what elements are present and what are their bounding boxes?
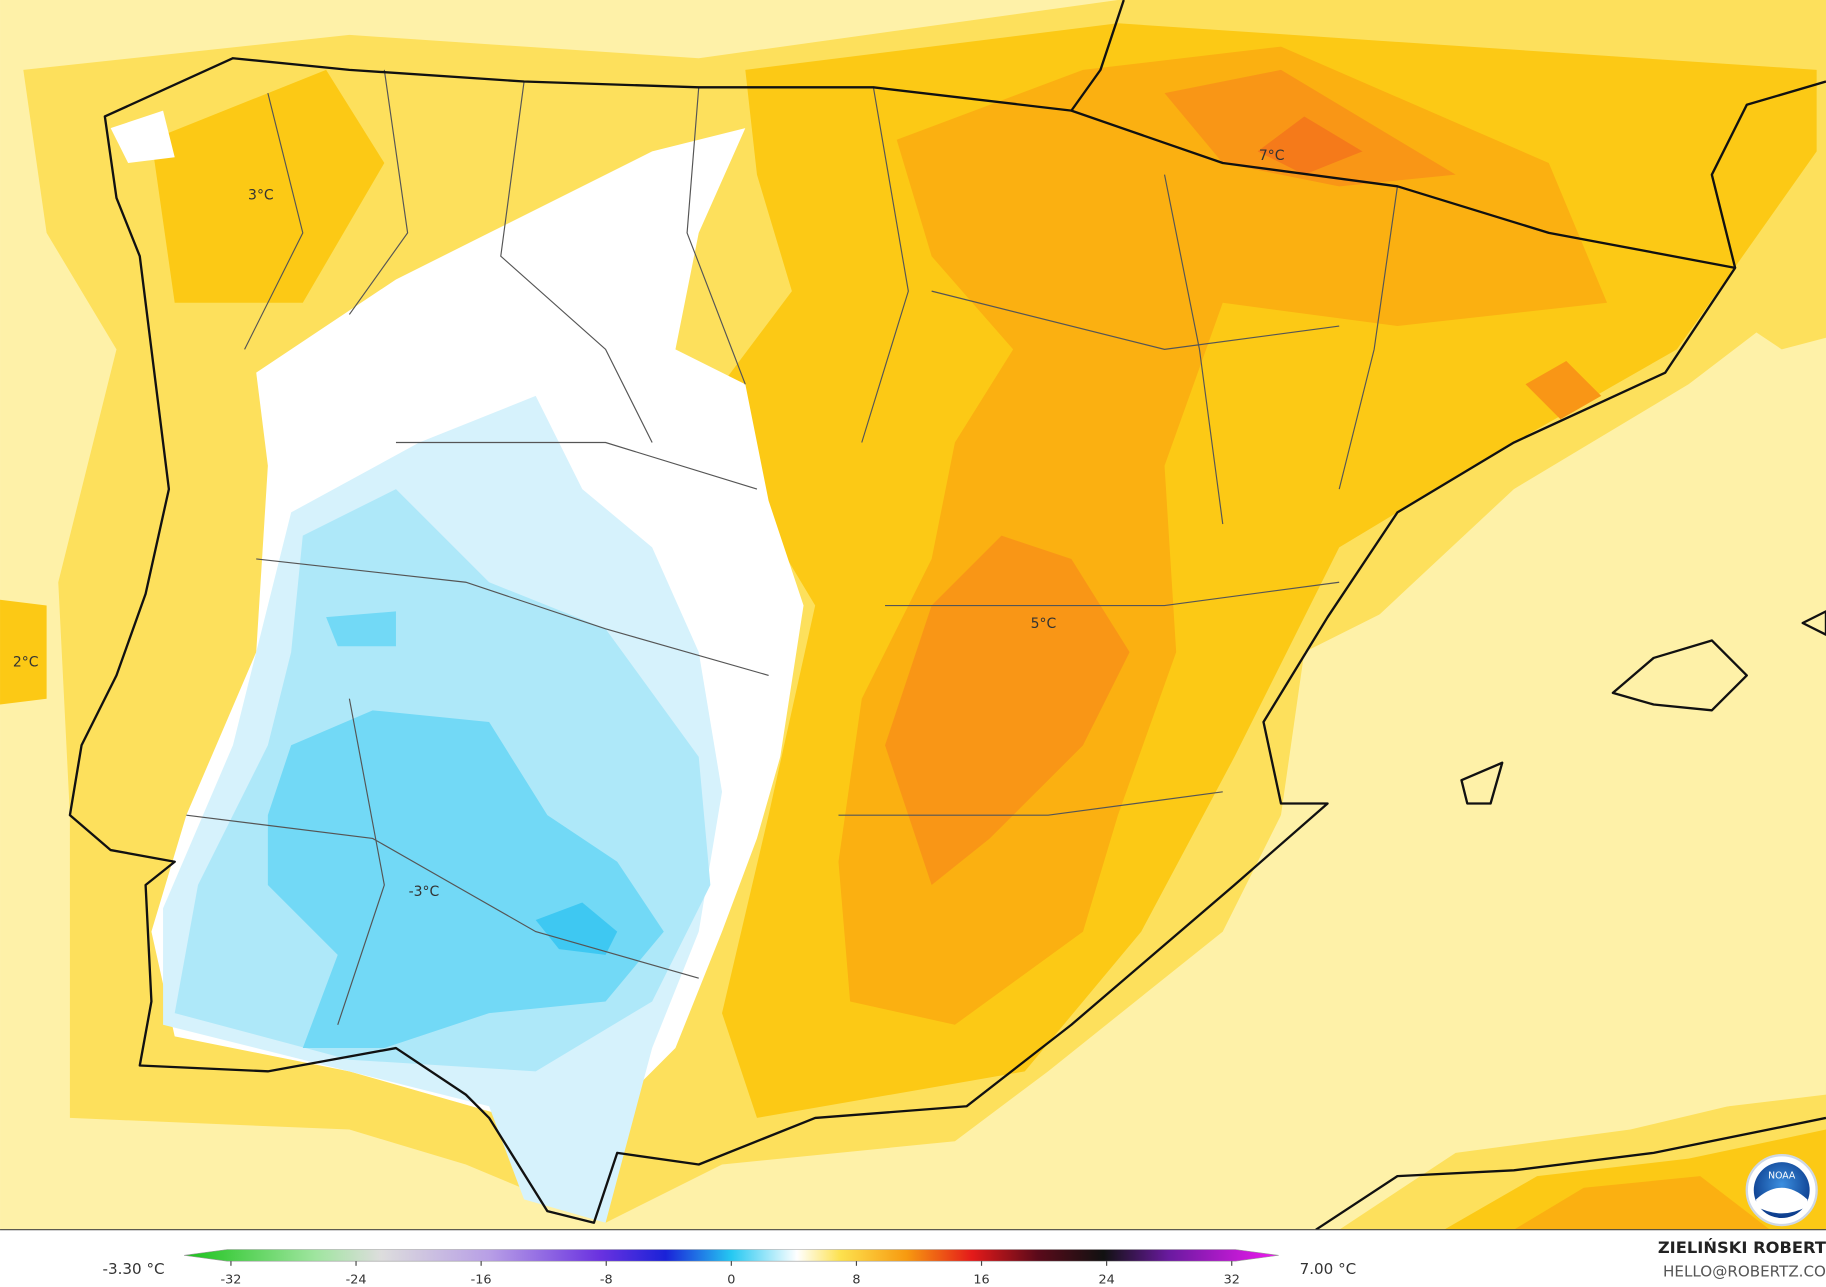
temperature-field-shape <box>1234 558 1826 1118</box>
map-label: 7°C <box>1259 148 1285 164</box>
temperature-field-shape <box>1513 1176 1771 1230</box>
temperature-field-shape <box>1257 116 1363 175</box>
credit-author: ZIELIŃSKI ROBERT <box>1658 1238 1826 1257</box>
colorbar-tick-label: -16 <box>471 1272 492 1287</box>
colorbar-tick-label: 24 <box>1098 1272 1114 1287</box>
logo-text: NOAA <box>1768 1170 1796 1181</box>
coastline-shape <box>68 57 1737 1224</box>
min-label: -3.30 °C <box>103 1260 165 1278</box>
colorbar-tick-label: -32 <box>220 1272 241 1287</box>
logo-shape <box>1756 1187 1808 1214</box>
map-label: 2°C <box>13 655 39 671</box>
colorbar-tick-label: 8 <box>852 1272 860 1287</box>
temperature-field-shape <box>151 69 385 303</box>
temperature-field-shape <box>110 110 175 164</box>
logo: NOAA <box>1745 1154 1818 1227</box>
borders-shape <box>186 69 1399 1025</box>
temperature-field-shape <box>885 535 1130 886</box>
max-label: 7.00 °C <box>1300 1260 1357 1278</box>
temperature-field-shape <box>0 599 47 705</box>
colorbar-tick-label: -24 <box>346 1272 367 1287</box>
colorbar-shape <box>183 1249 1279 1262</box>
coastline-shape <box>1070 0 1826 1231</box>
map-label: 3°C <box>248 188 274 204</box>
colorbar: -3.30 °C 7.00 °C -32 -24 -16 -8 0 8 16 24 32 <box>103 1249 1357 1287</box>
colorbar-tick-label: 0 <box>727 1272 735 1287</box>
temperature-field-shape <box>535 902 618 955</box>
borders <box>186 69 1399 1025</box>
map-label: 5°C <box>1031 616 1057 632</box>
coastline <box>68 0 1826 1231</box>
colorbar-tick-label: 16 <box>973 1272 989 1287</box>
map-label: -3°C <box>409 884 440 900</box>
temperature-field-shape <box>326 611 396 647</box>
map-labels: 3°C 2°C 7°C 5°C -3°C <box>13 148 1285 900</box>
temperature-field-shape <box>1711 139 1826 350</box>
temperature-field-shape <box>1525 360 1602 420</box>
colorbar-tick-label: 32 <box>1224 1272 1240 1287</box>
credit-contact: HELLO@ROBERTZ.CO <box>1663 1262 1826 1280</box>
temperature-field <box>0 0 1826 1230</box>
colorbar-tick-label: -8 <box>600 1272 613 1287</box>
